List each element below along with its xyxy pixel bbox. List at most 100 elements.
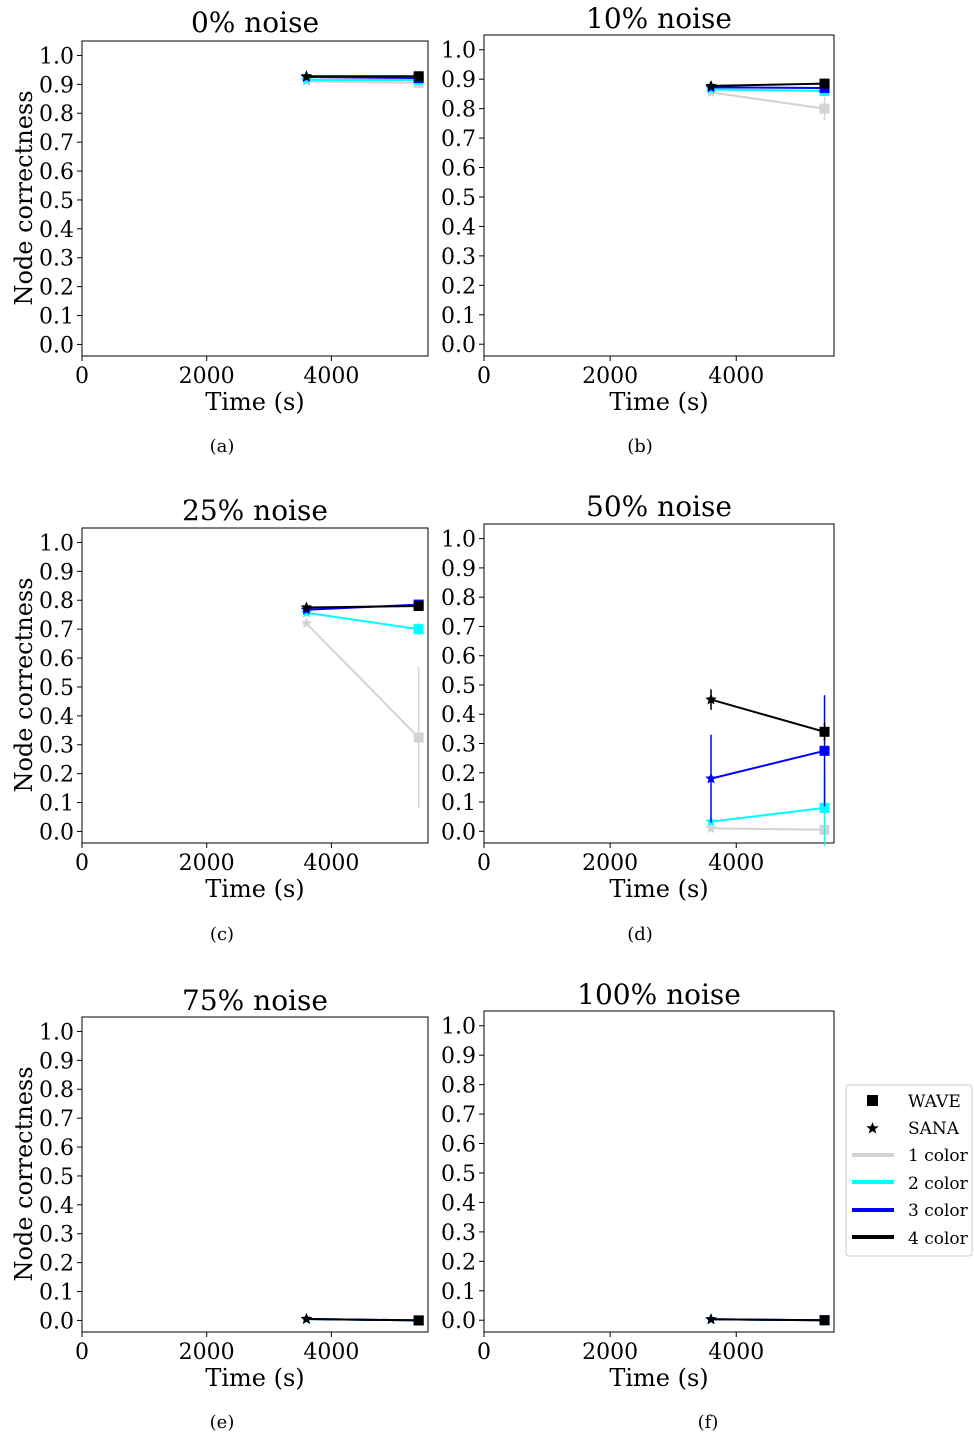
y-tick-label: 0.3 xyxy=(441,1221,476,1246)
series-4-color-sana-star-marker xyxy=(300,601,313,613)
x-axis-label: Time (s) xyxy=(205,388,304,416)
y-tick-label: 0.7 xyxy=(441,1103,476,1128)
series-4-color-wave-square-marker xyxy=(819,726,830,737)
series-4-color-line xyxy=(710,698,825,733)
y-tick-label: 0.0 xyxy=(441,333,476,358)
x-tick-label: 4000 xyxy=(708,1340,764,1365)
x-tick-label: 0 xyxy=(75,1340,89,1365)
y-tick-label: 0.2 xyxy=(441,274,476,299)
y-tick-label: 0.4 xyxy=(441,215,476,240)
series-2-color-line xyxy=(306,611,419,631)
panel-a: 0% noise Node correctness Time (s) (a) 0… xyxy=(10,6,429,457)
x-tick-label: 4000 xyxy=(708,851,764,876)
series-1-color-line xyxy=(710,827,825,831)
y-tick-label: 0.1 xyxy=(39,792,74,817)
y-axis-label: Node correctness xyxy=(10,577,38,792)
y-tick-label: 1.0 xyxy=(441,1015,476,1040)
y-tick-label: 0.1 xyxy=(39,305,74,330)
x-tick-label: 2000 xyxy=(582,364,638,389)
y-tick-label: 0.1 xyxy=(441,791,476,816)
y-tick-label: 0.5 xyxy=(441,674,476,699)
x-tick-label: 4000 xyxy=(708,364,764,389)
plot-frame xyxy=(483,34,835,357)
legend-frame xyxy=(845,1084,973,1257)
y-tick-label: 0.8 xyxy=(39,589,74,614)
y-tick-label: 0.4 xyxy=(441,1191,476,1216)
series-1-color-line xyxy=(305,622,420,739)
series-3-color-wave-square-marker xyxy=(819,745,830,756)
x-tick-label: 4000 xyxy=(303,851,359,876)
panel-b: 10% noise Time (s) (b) 0.0 0.1 0.2 0.3 0.4 0.… xyxy=(441,2,835,457)
series-4-color-sana-star-marker xyxy=(705,1313,717,1325)
series-4-color-sana-star-marker xyxy=(705,693,717,705)
x-tick-label: 0 xyxy=(477,1340,491,1365)
y-tick-label: 1.0 xyxy=(441,528,476,553)
y-tick-label: 0.5 xyxy=(39,189,74,214)
series-2-color-line xyxy=(710,88,825,92)
y-tick-label: 0.6 xyxy=(441,157,476,182)
y-tick-label: 0.5 xyxy=(441,1162,476,1187)
y-tick-label: 0.6 xyxy=(441,1133,476,1158)
plot-frame xyxy=(81,1016,429,1333)
series-4-color-wave-square-marker xyxy=(413,1315,424,1326)
series-4-color-line xyxy=(710,1318,825,1322)
x-axis-label: Time (s) xyxy=(609,1364,708,1392)
series-3-color-line xyxy=(710,749,825,780)
x-tick-label: 4000 xyxy=(303,364,359,389)
legend-label: 4 color xyxy=(908,1229,969,1249)
series-4-color-line xyxy=(306,605,419,609)
series-3-color-line xyxy=(710,86,825,89)
y-tick-label: 0.7 xyxy=(39,131,74,156)
legend-entry-wave: WAVE xyxy=(867,1092,961,1112)
y-tick-label: 1.0 xyxy=(39,44,74,69)
y-tick-label: 0.3 xyxy=(39,247,74,272)
panel-e: 75% noise Node correctness Time (s) (e) … xyxy=(10,984,429,1433)
chart-title: 75% noise xyxy=(182,984,328,1017)
y-tick-label: 0.3 xyxy=(39,1223,74,1248)
panel-d: 50% noise Time (s) (d) 0.0 0.1 0.2 0.3 0.4 0.… xyxy=(441,490,835,945)
x-tick-label: 2000 xyxy=(582,1340,638,1365)
y-tick-label: 0.8 xyxy=(441,586,476,611)
y-tick-label: 0.5 xyxy=(39,676,74,701)
y-tick-label: 0.3 xyxy=(441,732,476,757)
y-tick-label: 1.0 xyxy=(39,531,74,556)
y-tick-label: 0.2 xyxy=(441,1250,476,1275)
y-tick-label: 0.6 xyxy=(39,1136,74,1161)
panel-f: 100% noise Time (s) (f) 0.0 0.1 0.2 0.3 0.4 0… xyxy=(441,978,835,1433)
chart-title: 25% noise xyxy=(182,494,328,527)
x-axis-label: Time (s) xyxy=(205,875,304,903)
y-tick-label: 0.4 xyxy=(39,705,74,730)
y-tick-label: 0.9 xyxy=(441,1044,476,1069)
y-tick-label: 0.8 xyxy=(39,102,74,127)
y-tick-label: 0.7 xyxy=(39,1107,74,1132)
y-axis-label: Node correctness xyxy=(10,90,38,305)
legend-label: SANA xyxy=(908,1119,960,1139)
y-tick-label: 0.3 xyxy=(441,245,476,270)
y-tick-label: 0.2 xyxy=(39,276,74,301)
y-tick-label: 0.5 xyxy=(441,186,476,211)
series-4-color-line xyxy=(710,82,825,87)
x-tick-label: 2000 xyxy=(179,1340,235,1365)
y-tick-label: 0.0 xyxy=(441,820,476,845)
x-tick-label: 2000 xyxy=(179,364,235,389)
y-tick-label: 0.0 xyxy=(39,333,74,358)
y-tick-label: 0.8 xyxy=(441,98,476,123)
legend-label: 2 color xyxy=(908,1174,969,1194)
y-tick-label: 0.2 xyxy=(39,763,74,788)
x-axis-label: Time (s) xyxy=(609,388,708,416)
x-tick-label: 4000 xyxy=(303,1340,359,1365)
y-tick-label: 0.2 xyxy=(39,1252,74,1277)
legend-entry-sana: SANA xyxy=(866,1119,960,1139)
x-tick-label: 0 xyxy=(75,364,89,389)
series-2-color-line xyxy=(710,806,825,823)
series-4-color-sana-star-marker xyxy=(300,70,313,82)
y-tick-label: 0.4 xyxy=(39,1194,74,1219)
y-tick-label: 1.0 xyxy=(39,1020,74,1045)
y-tick-label: 0.6 xyxy=(441,645,476,670)
chart-title: 50% noise xyxy=(586,490,732,523)
plot-frame xyxy=(483,1010,835,1333)
y-tick-label: 0.9 xyxy=(441,557,476,582)
panel-caption: (d) xyxy=(627,924,653,945)
y-tick-label: 1.0 xyxy=(441,39,476,64)
